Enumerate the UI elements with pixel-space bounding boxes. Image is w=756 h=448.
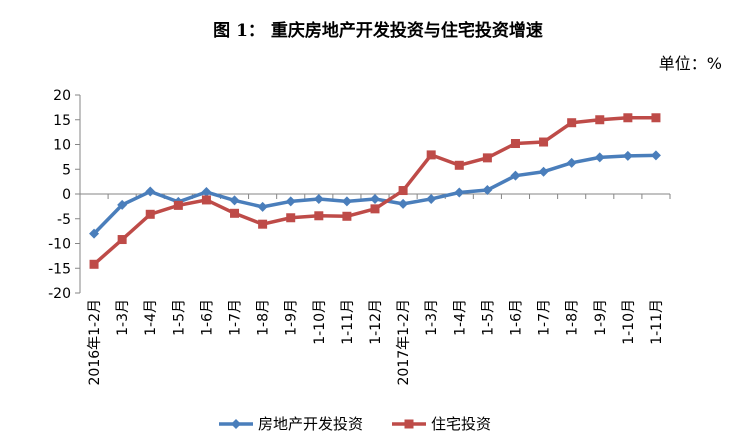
data-point	[398, 198, 409, 209]
series-line	[92, 116, 656, 266]
data-point	[313, 193, 324, 204]
y-tick-label: 15	[53, 113, 71, 129]
data-point	[566, 157, 577, 168]
data-point	[173, 200, 183, 210]
x-tick-label: 1-12月	[368, 299, 384, 345]
y-tick-label: -20	[48, 286, 71, 302]
data-point	[482, 185, 493, 196]
data-point	[257, 201, 268, 212]
y-tick-label: -5	[57, 212, 71, 228]
x-tick-label: 1-5月	[171, 299, 187, 336]
data-point	[89, 259, 99, 269]
y-tick-label: 0	[62, 187, 71, 203]
data-point	[398, 186, 408, 196]
legend-label: 房地产开发投资	[258, 415, 363, 433]
data-point	[201, 187, 212, 198]
data-point	[370, 204, 380, 214]
data-point	[622, 150, 633, 161]
y-tick-label: 10	[53, 138, 71, 154]
data-point	[595, 115, 605, 125]
x-tick-label: 1-7月	[537, 299, 553, 336]
data-point	[426, 193, 437, 204]
x-tick-label: 1-8月	[256, 299, 272, 336]
data-point	[370, 193, 380, 204]
data-point	[230, 208, 240, 218]
x-tick-label: 2017年1-2月	[396, 299, 412, 386]
data-point	[201, 195, 211, 205]
x-tick-label: 1-3月	[424, 299, 440, 336]
data-point	[286, 213, 296, 223]
data-point	[538, 166, 549, 177]
data-point	[650, 150, 661, 161]
y-tick-label: -10	[48, 237, 71, 253]
chart-title: 图 1： 重庆房地产开发投资与住宅投资增速	[213, 21, 543, 41]
data-point	[89, 228, 100, 239]
data-point	[117, 235, 127, 245]
x-tick-label: 1-4月	[452, 299, 468, 336]
unit-label: 单位：%	[658, 54, 722, 73]
data-point	[539, 137, 549, 147]
data-point	[229, 195, 240, 206]
x-tick-label: 1-6月	[199, 299, 215, 336]
legend-marker	[231, 419, 241, 429]
x-tick-label: 1-10月	[312, 299, 328, 345]
data-point	[314, 211, 324, 221]
data-point	[145, 209, 155, 219]
legend-marker	[404, 419, 414, 429]
x-tick-label: 1-11月	[340, 299, 356, 345]
data-point	[426, 150, 436, 160]
data-point	[454, 160, 464, 170]
data-point	[454, 187, 465, 198]
data-point	[651, 113, 661, 123]
x-tick-label: 2016年1-2月	[87, 299, 103, 386]
data-point	[285, 196, 296, 207]
data-point	[482, 153, 492, 163]
x-tick-label: 1-5月	[480, 299, 496, 336]
data-point	[341, 196, 352, 207]
data-point	[258, 219, 268, 229]
x-tick-label: 1-8月	[565, 299, 581, 336]
x-tick-label: 1-7月	[228, 299, 244, 336]
x-tick-label: 1-4月	[143, 299, 159, 336]
y-tick-label: 20	[53, 88, 71, 104]
y-tick-label: 5	[62, 162, 71, 178]
legend-label: 住宅投资	[431, 415, 491, 433]
x-tick-label: 1-10月	[621, 299, 637, 345]
data-point	[567, 118, 577, 128]
data-point	[510, 139, 520, 149]
data-point	[145, 186, 156, 197]
x-tick-label: 1-6月	[508, 299, 524, 336]
data-point	[623, 113, 633, 123]
x-tick-label: 1-3月	[115, 299, 131, 336]
x-tick-label: 1-11月	[649, 299, 665, 345]
data-point	[594, 152, 605, 163]
data-point	[510, 170, 521, 181]
data-point	[342, 211, 352, 221]
y-tick-label: -15	[48, 261, 71, 277]
data-point	[117, 199, 128, 210]
x-tick-label: 1-9月	[593, 299, 609, 336]
x-tick-label: 1-9月	[284, 299, 300, 336]
